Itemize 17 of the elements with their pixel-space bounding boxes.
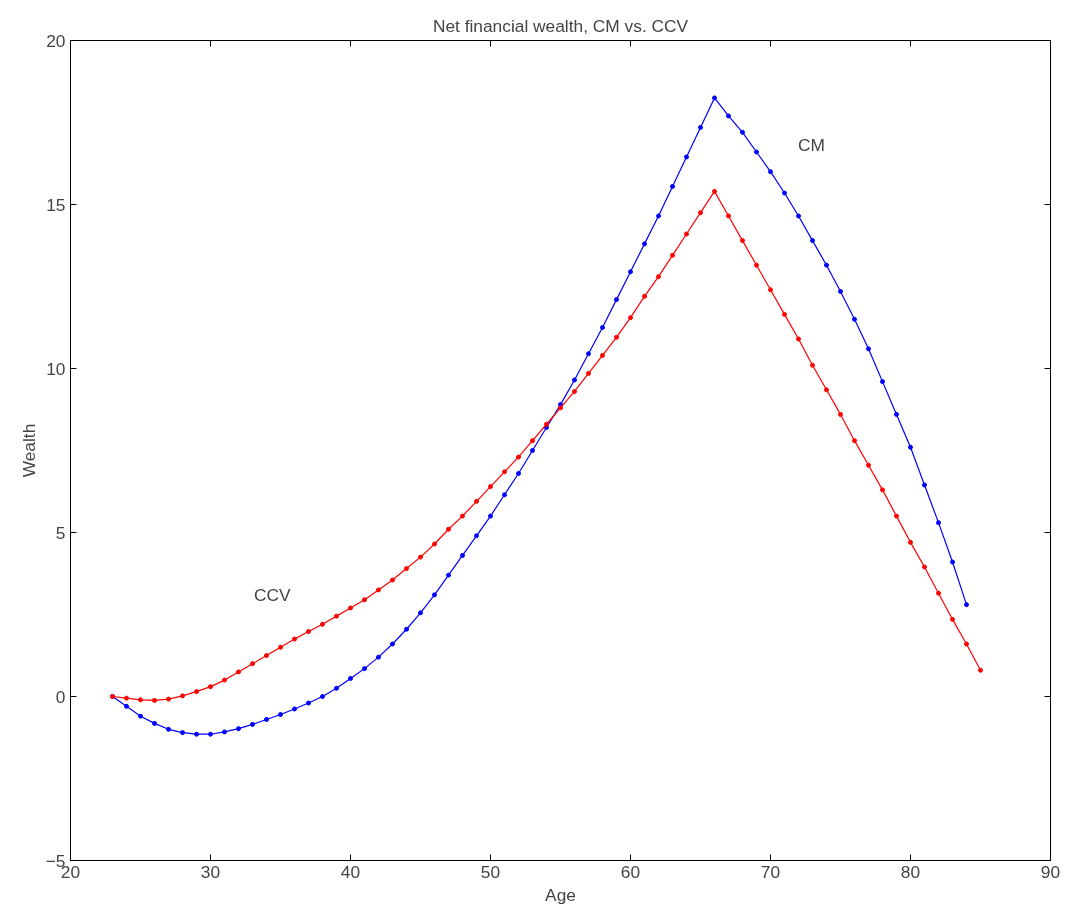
- x-tick-label: 60: [620, 861, 641, 882]
- y-axis-title: Wealth: [18, 423, 39, 478]
- y-tick-label: 20: [46, 30, 66, 51]
- y-tick-label: 5: [55, 522, 66, 543]
- series-label: CCV: [254, 584, 292, 605]
- x-tick-label: 30: [200, 861, 221, 882]
- x-tick-label: 50: [480, 861, 501, 882]
- x-tick-label: 70: [760, 861, 781, 882]
- y-tick-label: 0: [55, 686, 66, 707]
- chart-title: Net financial wealth, CM vs. CCV: [432, 15, 689, 36]
- x-tick-label: 80: [900, 861, 921, 882]
- x-tick-label: 40: [340, 861, 361, 882]
- y-tick-label: 15: [46, 194, 66, 215]
- series-label: CM: [797, 135, 825, 156]
- x-tick-label: 90: [1040, 861, 1061, 882]
- x-axis-title: Age: [545, 884, 576, 905]
- y-tick-label: 10: [46, 358, 66, 379]
